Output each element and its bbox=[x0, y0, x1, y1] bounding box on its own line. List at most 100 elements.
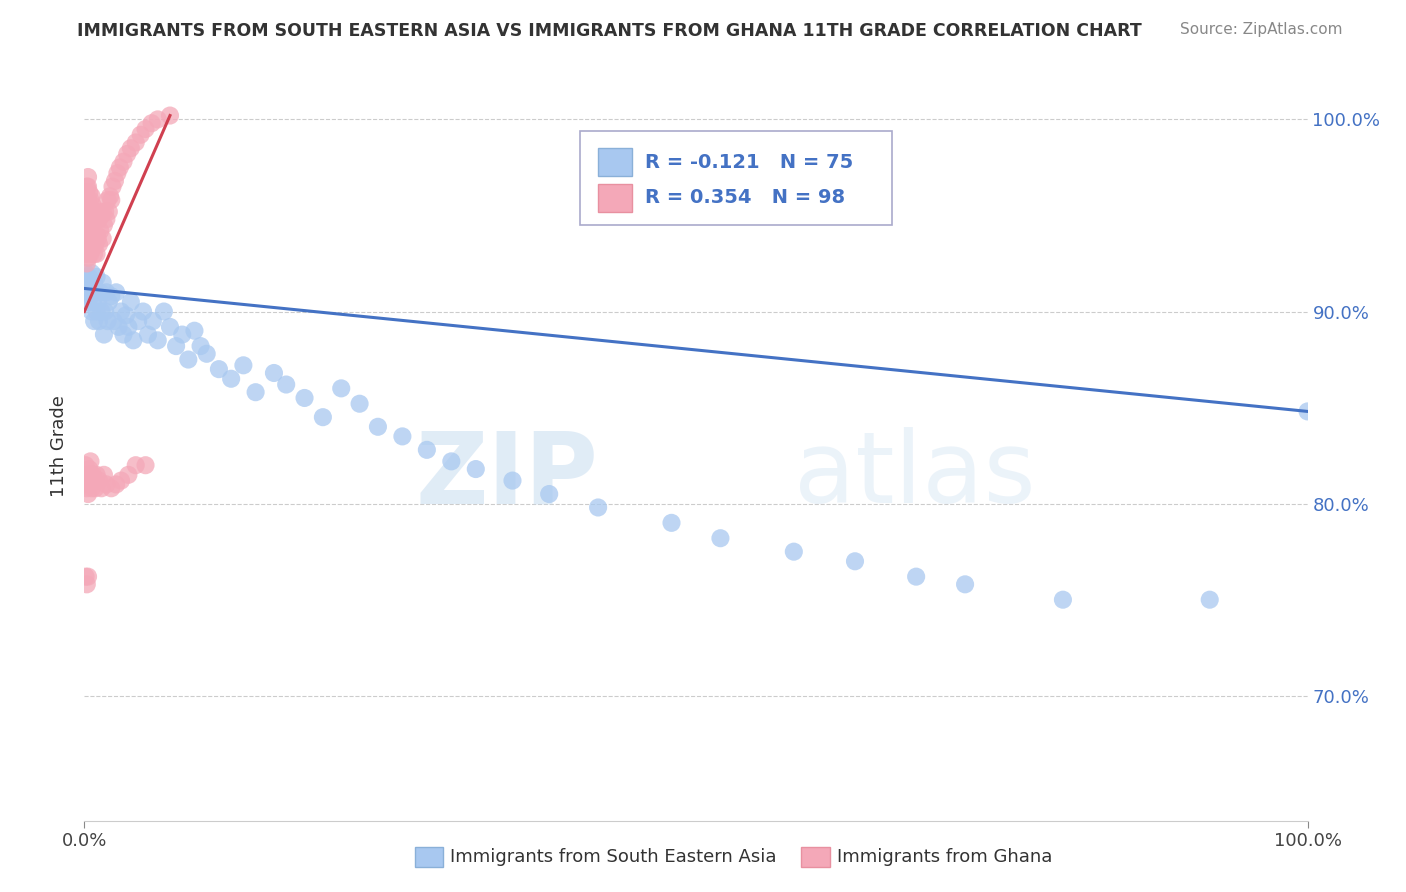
Point bbox=[75, 266, 97, 280]
Point bbox=[79, 281, 101, 295]
Point bbox=[83, 474, 105, 488]
Point bbox=[77, 462, 100, 476]
Point bbox=[84, 212, 107, 227]
Point bbox=[94, 304, 117, 318]
Point bbox=[1296, 404, 1319, 418]
Point bbox=[122, 334, 145, 348]
Point bbox=[117, 319, 139, 334]
Point bbox=[349, 397, 371, 411]
Point bbox=[142, 314, 165, 328]
Point bbox=[76, 276, 98, 290]
Point bbox=[87, 231, 110, 245]
Text: atlas: atlas bbox=[794, 427, 1035, 524]
Point bbox=[330, 381, 353, 395]
Point bbox=[367, 419, 389, 434]
Point bbox=[219, 372, 242, 386]
Point bbox=[97, 204, 120, 219]
Point bbox=[82, 218, 104, 232]
Point bbox=[79, 467, 101, 482]
Point bbox=[312, 410, 335, 425]
Point bbox=[77, 285, 100, 300]
Point bbox=[75, 458, 97, 473]
Point bbox=[84, 285, 107, 300]
Text: Immigrants from South Eastern Asia: Immigrants from South Eastern Asia bbox=[450, 848, 776, 866]
Point bbox=[87, 212, 110, 227]
Point bbox=[86, 227, 108, 242]
Point bbox=[93, 218, 115, 232]
Point bbox=[661, 516, 683, 530]
Point bbox=[82, 294, 104, 309]
Point bbox=[75, 199, 97, 213]
Point bbox=[96, 212, 118, 227]
Point bbox=[136, 327, 159, 342]
Point bbox=[86, 247, 108, 261]
Point bbox=[75, 569, 97, 583]
Point bbox=[80, 474, 103, 488]
Point bbox=[87, 314, 110, 328]
Point bbox=[153, 304, 176, 318]
Point bbox=[953, 577, 976, 591]
Point bbox=[83, 227, 105, 242]
Point bbox=[77, 231, 100, 245]
Point bbox=[76, 193, 98, 207]
Y-axis label: 11th Grade: 11th Grade bbox=[51, 395, 69, 497]
Point bbox=[79, 193, 101, 207]
Point bbox=[87, 237, 110, 252]
Point bbox=[538, 487, 561, 501]
Point bbox=[1198, 592, 1220, 607]
Point bbox=[77, 186, 100, 200]
Point bbox=[77, 243, 100, 257]
Point bbox=[127, 314, 149, 328]
Point bbox=[77, 269, 100, 284]
FancyBboxPatch shape bbox=[598, 148, 633, 177]
FancyBboxPatch shape bbox=[579, 131, 891, 225]
Point bbox=[100, 193, 122, 207]
Point bbox=[76, 474, 98, 488]
Point bbox=[79, 231, 101, 245]
Point bbox=[172, 327, 194, 342]
Point bbox=[105, 477, 128, 491]
Point bbox=[141, 116, 163, 130]
Point bbox=[276, 377, 298, 392]
Point bbox=[97, 294, 120, 309]
Point bbox=[245, 385, 267, 400]
Point bbox=[112, 154, 135, 169]
Point bbox=[75, 186, 97, 200]
Point bbox=[97, 314, 120, 328]
Point bbox=[90, 481, 112, 495]
Point bbox=[86, 467, 108, 482]
Point bbox=[391, 429, 413, 443]
Point bbox=[93, 467, 115, 482]
Point bbox=[165, 339, 187, 353]
Point bbox=[105, 285, 128, 300]
Point bbox=[120, 294, 142, 309]
Point bbox=[90, 209, 112, 223]
Point bbox=[86, 204, 108, 219]
Point bbox=[77, 179, 100, 194]
Point bbox=[159, 319, 181, 334]
Point bbox=[100, 481, 122, 495]
Point bbox=[146, 334, 169, 348]
Point bbox=[100, 289, 122, 303]
Point bbox=[263, 366, 285, 380]
Point bbox=[87, 212, 110, 227]
Point bbox=[77, 251, 100, 265]
Point bbox=[96, 477, 118, 491]
Point bbox=[77, 467, 100, 482]
Point bbox=[96, 285, 118, 300]
Point bbox=[464, 462, 486, 476]
Point bbox=[232, 359, 254, 373]
Text: R = -0.121   N = 75: R = -0.121 N = 75 bbox=[644, 153, 853, 171]
Point bbox=[90, 304, 112, 318]
Point bbox=[77, 204, 100, 219]
Point bbox=[105, 166, 128, 180]
Point bbox=[77, 199, 100, 213]
Point bbox=[440, 454, 463, 468]
Point bbox=[125, 136, 148, 150]
FancyBboxPatch shape bbox=[598, 184, 633, 212]
Point bbox=[709, 531, 731, 545]
Text: ZIP: ZIP bbox=[415, 427, 598, 524]
Point bbox=[586, 500, 609, 515]
Text: IMMIGRANTS FROM SOUTH EASTERN ASIA VS IMMIGRANTS FROM GHANA 11TH GRADE CORRELATI: IMMIGRANTS FROM SOUTH EASTERN ASIA VS IM… bbox=[77, 22, 1142, 40]
Point bbox=[135, 122, 157, 136]
